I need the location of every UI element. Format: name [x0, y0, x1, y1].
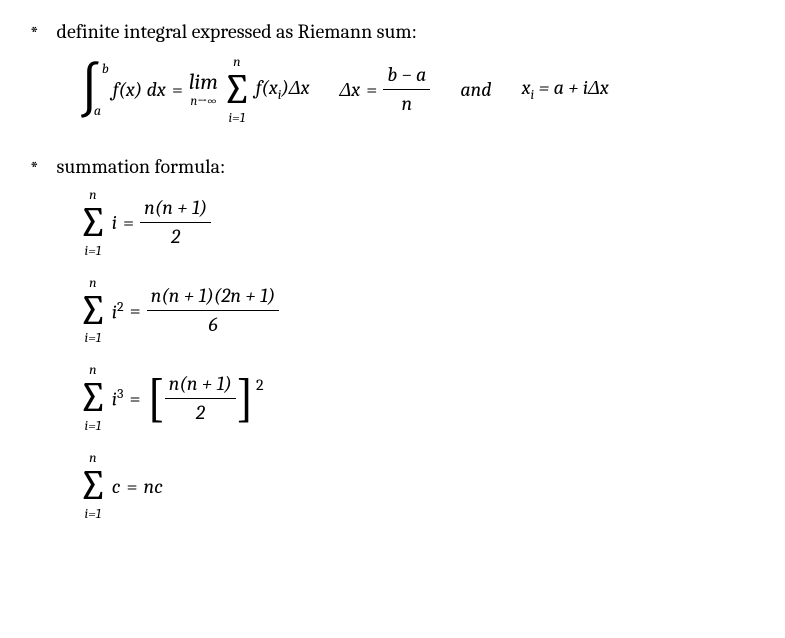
bullet-text: summation formula:	[57, 155, 226, 178]
frac-den: 2	[167, 223, 184, 251]
sum-rhs: nc	[144, 475, 163, 498]
bullet-summation-heading: * summation formula:	[30, 155, 755, 180]
sum-body: c	[112, 475, 121, 498]
sum-i: n ∑ i=1 i = n(n + 1) 2	[78, 188, 755, 258]
frac-num: n(n + 1)	[165, 370, 236, 398]
riemann-formula: ∫ b a f(x) dx = lim n→∞ n ∑ i=1 f(xi)Δx	[78, 55, 755, 125]
fraction: n(n + 1) 2	[140, 194, 211, 251]
dx-fraction: b − a n	[383, 61, 430, 118]
sum-i-squared: n ∑ i=1 i2 = n(n + 1)(2n + 1) 6	[78, 276, 755, 346]
equals: =	[130, 299, 141, 322]
sigma-bot: i=1	[229, 111, 246, 125]
lim-sub: n→∞	[190, 95, 216, 108]
sigma-bot: i=1	[85, 331, 102, 345]
xi-rhs: = a + iΔx	[534, 76, 609, 99]
sum-body-a: f(x	[256, 76, 278, 99]
frac-num: n(n + 1)(2n + 1)	[147, 282, 280, 310]
frac-den: 2	[192, 399, 209, 427]
equals: =	[129, 387, 140, 410]
sigma: n ∑ i=1	[78, 363, 108, 433]
sum-body: i	[112, 211, 117, 234]
sum-exp: 2	[117, 298, 124, 315]
lim-label: lim	[189, 71, 218, 93]
limit: lim n→∞	[189, 71, 218, 108]
bullet-riemann-heading: * definite integral expressed as Riemann…	[30, 20, 755, 45]
asterisk-icon: *	[30, 22, 39, 45]
sum-body: i2	[112, 298, 124, 324]
bullet-text: definite integral expressed as Riemann s…	[57, 20, 417, 43]
dx-label: Δx	[340, 78, 361, 102]
int-upper: b	[102, 62, 109, 76]
integral-sign: ∫ b a	[78, 62, 109, 118]
bracket-group: [ n(n + 1) 2 ] 2	[147, 370, 264, 427]
sigma: n ∑ i=1	[78, 451, 108, 521]
xi-def: xi = a + iΔx	[522, 76, 609, 103]
dx-num: b − a	[383, 61, 430, 89]
asterisk-icon: *	[30, 157, 39, 180]
sum-body: f(xi)Δx	[256, 76, 310, 103]
and-word: and	[460, 78, 491, 101]
sum-exp: 3	[117, 385, 123, 402]
frac-den: 6	[204, 311, 221, 339]
summation-formulas: n ∑ i=1 i = n(n + 1) 2 n ∑ i=1 i2 = n(n …	[78, 188, 755, 521]
sigma: n ∑ i=1	[78, 188, 108, 258]
equals: =	[123, 211, 134, 234]
sum-body: i3	[112, 385, 124, 411]
outer-exp: 2	[256, 376, 264, 394]
equals: =	[366, 78, 377, 101]
fraction: n(n + 1)(2n + 1) 6	[147, 282, 280, 339]
sum-c: n ∑ i=1 c = nc	[78, 451, 755, 521]
sum-body-b: )Δx	[281, 76, 309, 99]
sum-i-cubed: n ∑ i=1 i3 = [ n(n + 1) 2 ] 2	[78, 363, 755, 433]
frac-num: n(n + 1)	[140, 194, 211, 222]
dx-den: n	[398, 90, 417, 118]
sigma-bot: i=1	[85, 507, 102, 521]
fraction: n(n + 1) 2	[165, 370, 236, 427]
sigma-bot: i=1	[85, 244, 102, 258]
equals: =	[126, 475, 137, 498]
sigma: n ∑ i=1	[78, 276, 108, 346]
equals: =	[172, 78, 183, 101]
integrand: f(x) dx	[113, 78, 166, 101]
sigma: n ∑ i=1	[222, 55, 252, 125]
sigma-bot: i=1	[85, 419, 102, 433]
